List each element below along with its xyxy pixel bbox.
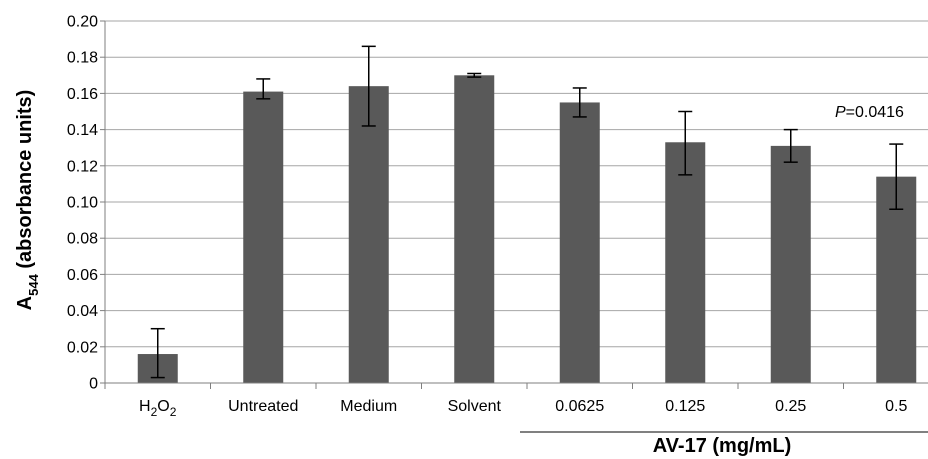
x-tick-label: 0.0625 [555,398,604,415]
y-tick-label: 0.14 [67,122,98,139]
y-tick-label: 0.16 [67,86,98,103]
y-axis-title-subscript: 544 [26,273,41,295]
y-tick-label: 0.12 [67,158,98,175]
y-tick-label: 0.18 [67,50,98,67]
group-label: AV-17 (mg/mL) [653,435,792,457]
bar [559,102,600,383]
axes [100,20,928,389]
y-tick-label: 0.06 [67,267,98,284]
bar [243,91,284,383]
x-tick-label: H2O2 [139,398,177,419]
gridlines [105,20,928,348]
p-value-symbol: P [835,104,846,121]
p-value-annotation: P=0.0416 [835,104,904,121]
y-tick-labels: 0 0.02 0.04 0.06 0.08 0.10 0.12 0.14 0.16 0.18 0.2… [67,14,98,393]
x-tick-label: 0.5 [885,398,907,415]
y-axis-title-rest: (absorbance units) [14,90,36,274]
bar [454,75,495,384]
y-tick-label: 0.08 [67,231,98,248]
x-tick-label: Untreated [228,398,298,415]
y-axis-title-base: A [14,296,36,310]
bars [137,75,917,384]
bar [770,145,811,383]
y-tick-label: 0.04 [67,303,98,320]
y-tick-label: 0.20 [67,14,98,31]
error-bars [150,45,904,379]
x-tick-labels: H2O2 Untreated Medium Solvent 0.0625 0.125 0.2… [139,398,907,419]
bar [348,86,389,383]
x-tick-label: 0.25 [775,398,806,415]
y-tick-label: 0.10 [67,195,98,212]
y-tick-label: 0.02 [67,339,98,356]
x-tick-label: Medium [340,398,397,415]
bar [876,176,917,383]
y-axis-title: A544 (absorbance units) [14,90,41,311]
x-tick-label: 0.125 [665,398,705,415]
y-tick-label: 0 [89,376,98,393]
x-tick-label: Solvent [448,398,502,415]
p-value-number: =0.0416 [846,104,904,121]
bar [665,142,706,383]
